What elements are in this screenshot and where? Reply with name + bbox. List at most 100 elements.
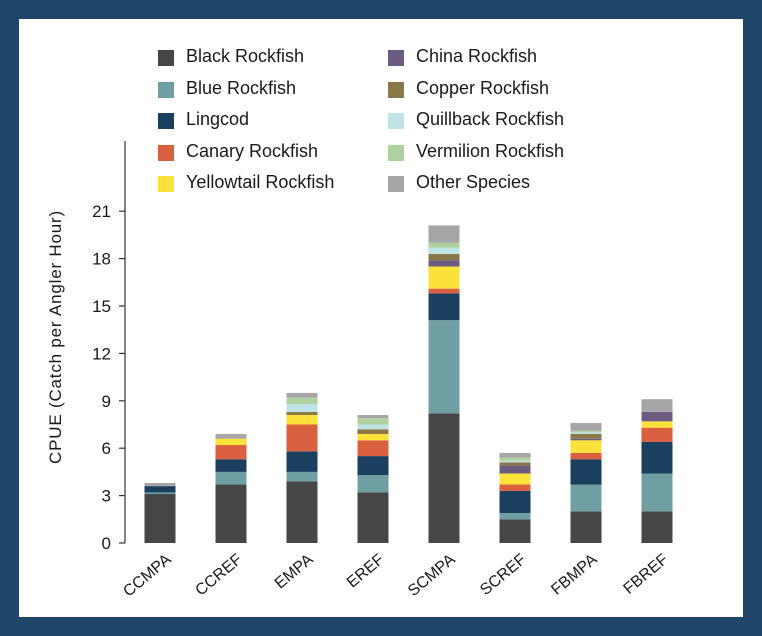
y-tick-label: 6 [102, 439, 111, 458]
legend-label: Lingcod [186, 109, 250, 129]
legend-label: Black Rockfish [186, 46, 305, 66]
bar-segment-scref-1 [499, 519, 531, 543]
bar-segment-eref-1 [357, 492, 389, 543]
legend-label: Blue Rockfish [186, 77, 297, 98]
legend-swatch [158, 113, 174, 129]
bar-segment-fbmpa-5 [570, 440, 602, 453]
bar-segment-eref-7 [357, 429, 389, 434]
bar-segment-eref-4 [357, 440, 389, 457]
y-tick-label: 3 [102, 487, 111, 506]
bar-segment-fbmpa-9 [570, 430, 602, 433]
bar-segment-fbmpa-10 [570, 422, 602, 431]
bar-segment-fbmpa-4 [570, 452, 602, 460]
bar-segment-scref-6 [499, 465, 531, 474]
bar-segment-eref-9 [357, 418, 389, 425]
legend-swatch [388, 81, 404, 98]
bar-segment-eref-10 [357, 415, 389, 419]
bar-segment-fbmpa-2 [570, 484, 602, 512]
bar-segment-eref-2 [357, 475, 389, 493]
bar-segment-ccref-3 [215, 459, 247, 472]
bar-segment-fbref-2 [641, 473, 673, 512]
chart-panel: Black Rockfish Blue Rockfish Lingcod Canary… [19, 19, 743, 617]
bar-segment-fbmpa-6 [570, 438, 602, 441]
stacked-bar-chart: 0 3 6 9 12 15 18 21 CCMPA CCREF EMPA EREF SCMPA SCREF… [46, 141, 673, 601]
bar-segment-scref-7 [499, 462, 531, 466]
bar-segment-empa-9 [286, 397, 318, 404]
legend-swatch [388, 113, 404, 129]
y-tick-label: 15 [92, 297, 111, 316]
bar-segment-scref-9 [499, 457, 531, 461]
bar-segment-scmpa-7 [428, 253, 460, 261]
bar-segment-scmpa-5 [428, 266, 460, 289]
legend-swatch [158, 144, 174, 161]
bar-segment-ccref-2 [215, 471, 247, 485]
legend-label: Copper Rockfish [416, 77, 550, 98]
bar-segment-scmpa-8 [428, 247, 460, 254]
bar-segment-scref-5 [499, 473, 531, 485]
bar-segment-ccmpa-10 [144, 482, 176, 487]
x-tick-label: CCREF [192, 551, 245, 600]
bar-segment-scref-10 [499, 452, 531, 458]
bar-segment-eref-5 [357, 433, 389, 441]
bar-segment-scref-3 [499, 490, 531, 513]
legend-label: Quillback Rockfish [416, 109, 565, 129]
x-tick-label: CCMPA [120, 551, 175, 601]
y-tick-label: 21 [92, 202, 111, 221]
legend-swatch [158, 50, 174, 66]
bar-segment-scmpa-3 [428, 293, 460, 321]
x-tick-label: FBMPA [548, 551, 600, 599]
legend-swatch [388, 176, 404, 192]
bar-segment-ccref-4 [215, 445, 247, 460]
legend-swatch [388, 50, 404, 66]
bar-segment-empa-8 [286, 403, 318, 412]
legend-label: Vermilion Rockfish [416, 140, 565, 161]
y-tick-label: 0 [102, 534, 111, 553]
bar-segment-fbmpa-7 [570, 433, 602, 439]
bar-segment-empa-5 [286, 415, 318, 425]
legend-label: China Rockfish [416, 46, 538, 66]
bar-segment-ccmpa-3 [144, 486, 176, 493]
bar-segment-scref-4 [499, 484, 531, 491]
x-tick-label: EMPA [272, 551, 317, 593]
bars-layer [144, 225, 673, 543]
y-tick-label: 12 [92, 344, 111, 363]
bar-segment-scmpa-10 [428, 225, 460, 243]
bar-segment-ccmpa-1 [144, 494, 176, 543]
bar-segment-scmpa-4 [428, 288, 460, 294]
y-tick-label: 18 [92, 250, 111, 269]
bar-segment-fbref-5 [641, 421, 673, 428]
bar-segment-scref-2 [499, 512, 531, 520]
bar-segment-ccref-10 [215, 433, 247, 439]
bar-segment-scref-8 [499, 460, 531, 463]
bar-segment-fbmpa-8 [570, 432, 602, 434]
bar-segment-ccref-5 [215, 438, 247, 446]
bar-segment-fbref-4 [641, 427, 673, 442]
bar-segment-ccref-1 [215, 484, 247, 543]
bar-segment-eref-3 [357, 456, 389, 476]
bar-segment-fbref-6 [641, 411, 673, 422]
x-tick-label: SCREF [477, 551, 530, 599]
legend-label: Yellowtail Rockfish [186, 172, 335, 192]
legend-swatch [388, 144, 404, 161]
bar-segment-empa-4 [286, 424, 318, 452]
y-tick-label: 9 [102, 392, 111, 411]
x-tick-label: EREF [344, 551, 388, 592]
legend-swatch [158, 81, 174, 98]
bar-segment-fbmpa-3 [570, 459, 602, 485]
bar-segment-ccmpa-2 [144, 492, 176, 495]
bar-segment-empa-7 [286, 411, 318, 416]
bar-segment-scmpa-1 [428, 413, 460, 543]
y-axis-label: CPUE (Catch per Angler Hour) [46, 210, 65, 464]
x-tick-label: SCMPA [405, 551, 459, 600]
bar-segment-empa-2 [286, 471, 318, 482]
legend-swatch [158, 176, 174, 192]
bar-segment-eref-8 [357, 424, 389, 430]
bar-segment-scmpa-2 [428, 320, 460, 414]
bar-segment-scmpa-9 [428, 242, 460, 248]
legend-label: Canary Rockfish [186, 140, 319, 161]
x-tick-label: FBREF [620, 551, 671, 598]
bar-segment-fbref-3 [641, 441, 673, 474]
bar-segment-fbref-1 [641, 511, 673, 543]
bar-segment-fbmpa-1 [570, 511, 602, 543]
bar-segment-empa-3 [286, 451, 318, 472]
